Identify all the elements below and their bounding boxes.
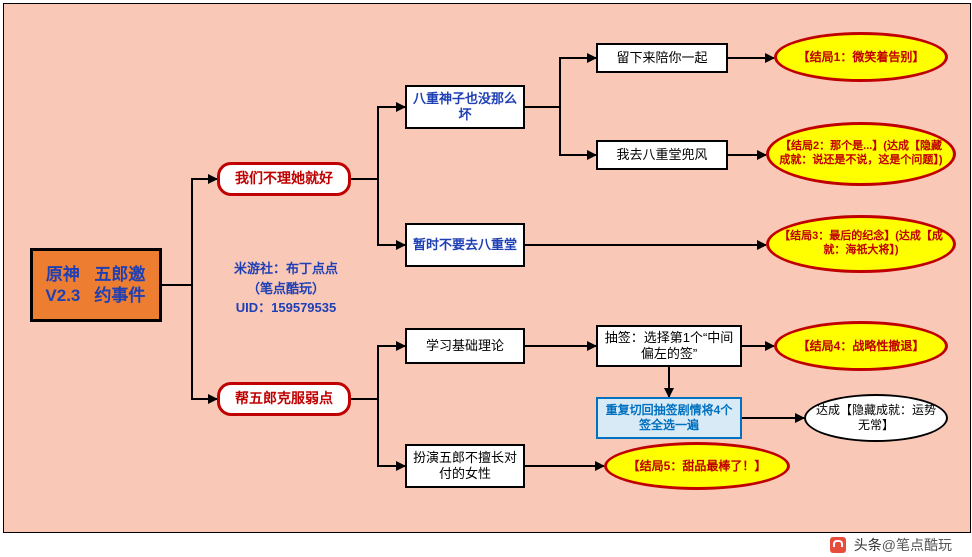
label: 八重神子也没那么坏 bbox=[413, 91, 517, 124]
label: 我们不理她就好 bbox=[235, 170, 333, 188]
label: 我去八重堂兜风 bbox=[616, 147, 707, 163]
label: 【结局5：甜品最棒了！】 bbox=[628, 459, 767, 474]
label: 【结局2：那个是...】(达成【隐藏成就：说还是不说，这是个问题】) bbox=[775, 140, 947, 168]
mid-yae-not-bad: 八重神子也没那么坏 bbox=[405, 85, 525, 129]
label: 抽签：选择第1个“中间偏左的签” bbox=[604, 330, 734, 363]
ending-1: 【结局1：微笑着告别】 bbox=[774, 32, 948, 82]
ending-3: 【结局3：最后的纪念】(达成【成就：海祇大将】) bbox=[766, 215, 956, 273]
label: 扮演五郎不擅长对付的女性 bbox=[413, 450, 517, 483]
mid-dont-go-yae: 暂时不要去八重堂 bbox=[405, 223, 525, 267]
opt-repeat-lots: 重复切回抽签剧情将4个签全选一遍 bbox=[596, 397, 742, 439]
toutiao-icon bbox=[830, 537, 846, 553]
hidden-achievement: 达成【隐藏成就：运势无常】 bbox=[804, 394, 948, 442]
credit-text: 米游社：布丁点点（笔点酷玩）UID：159579535 bbox=[206, 259, 366, 318]
ending-5: 【结局5：甜品最棒了！】 bbox=[604, 442, 790, 490]
label: 帮五郎克服弱点 bbox=[235, 390, 333, 408]
label: 达成【隐藏成就：运势无常】 bbox=[812, 403, 940, 433]
opt-draw-lot-1: 抽签：选择第1个“中间偏左的签” bbox=[596, 325, 742, 367]
footer-handle: @笔点酷玩 bbox=[882, 535, 952, 555]
label: 学习基础理论 bbox=[426, 338, 504, 354]
diagram-canvas: 原神 V2.3五郎邀约事件 米游社：布丁点点（笔点酷玩）UID：15957953… bbox=[3, 3, 971, 533]
label: 暂时不要去八重堂 bbox=[413, 237, 517, 253]
label: 留下来陪你一起 bbox=[616, 50, 707, 66]
mid-learn-theory: 学习基础理论 bbox=[405, 328, 525, 364]
mid-roleplay-woman: 扮演五郎不擅长对付的女性 bbox=[405, 444, 525, 488]
label: 【结局1：微笑着告别】 bbox=[798, 50, 925, 65]
branch-help-gorou: 帮五郎克服弱点 bbox=[217, 382, 351, 416]
footer-prefix: 头条 bbox=[854, 535, 882, 555]
opt-go-yae-hall: 我去八重堂兜风 bbox=[596, 140, 728, 170]
root-node: 原神 V2.3五郎邀约事件 bbox=[30, 248, 162, 322]
ending-4: 【结局4：战略性撤退】 bbox=[774, 321, 948, 371]
branch-ignore-her: 我们不理她就好 bbox=[217, 162, 351, 196]
footer-attribution: 头条 @笔点酷玩 bbox=[0, 534, 972, 556]
label: 重复切回抽签剧情将4个签全选一遍 bbox=[604, 403, 734, 433]
label: 【结局3：最后的纪念】(达成【成就：海祇大将】) bbox=[775, 230, 947, 258]
label: 【结局4：战略性撤退】 bbox=[798, 339, 925, 354]
opt-stay-with-you: 留下来陪你一起 bbox=[596, 43, 728, 73]
ending-2: 【结局2：那个是...】(达成【隐藏成就：说还是不说，这是个问题】) bbox=[766, 122, 956, 186]
